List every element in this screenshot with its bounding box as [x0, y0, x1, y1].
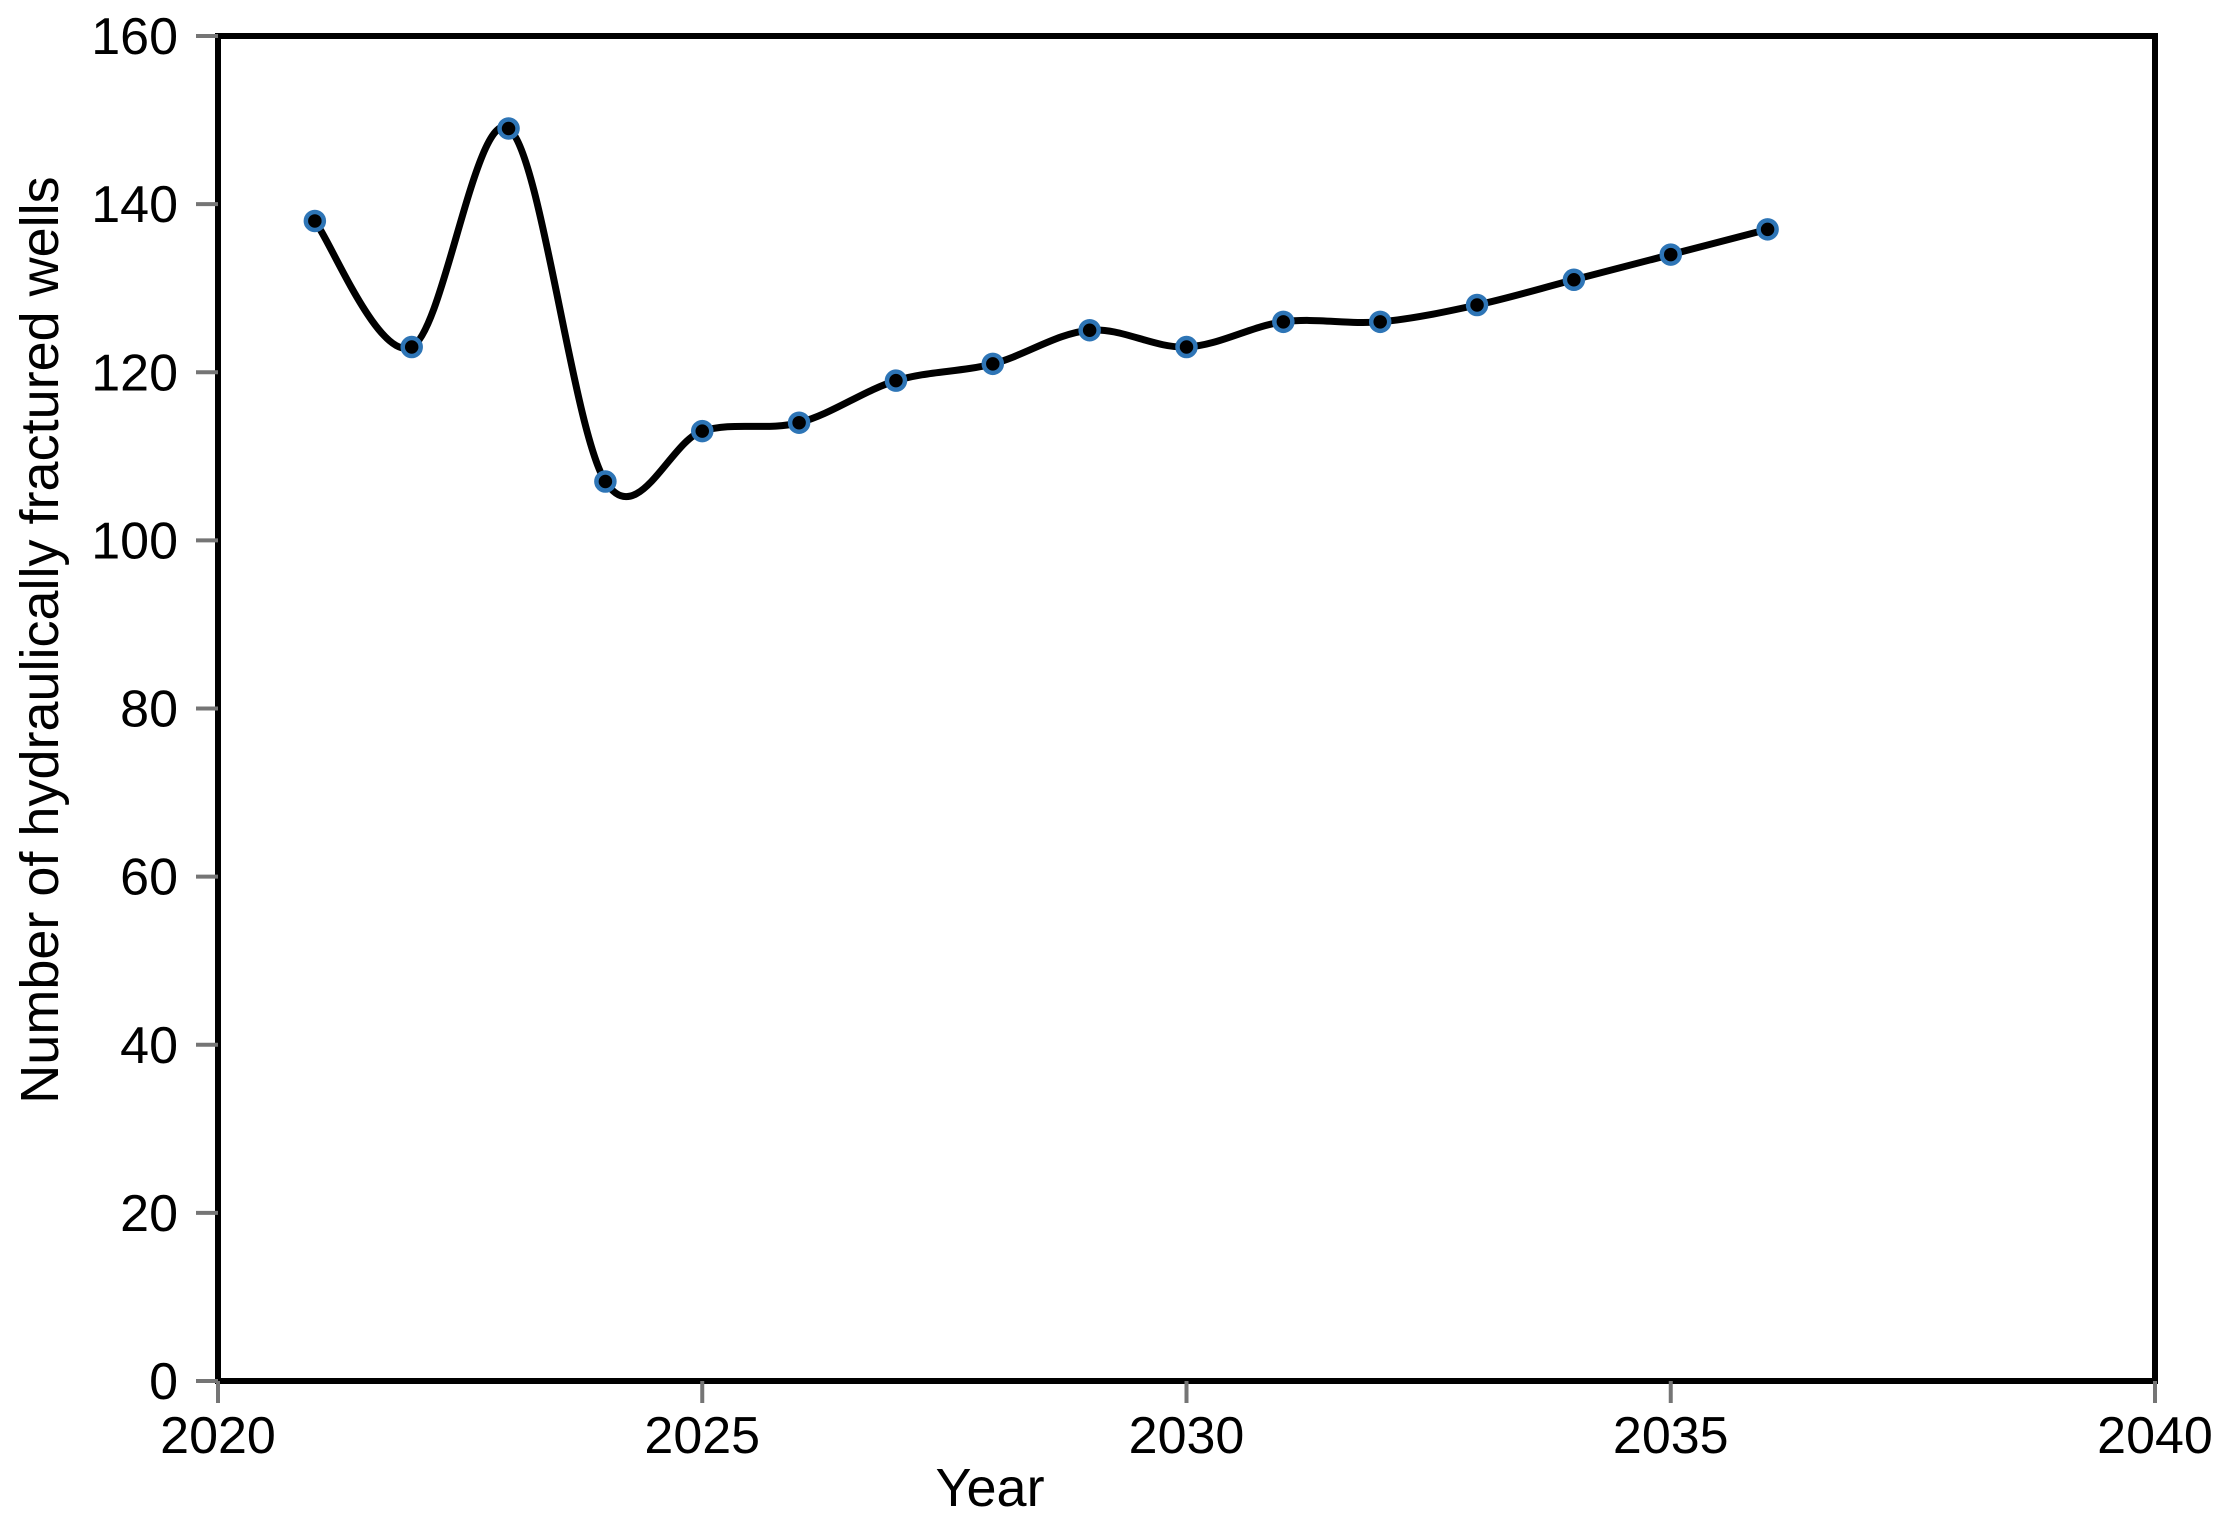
x-tick-label: 2030: [1129, 1407, 1245, 1465]
data-point-marker: [1272, 310, 1295, 334]
data-point-marker: [1175, 335, 1198, 359]
data-point-marker: [1368, 310, 1392, 334]
y-tick-label: 140: [91, 176, 178, 234]
x-tick-label: 2025: [644, 1407, 760, 1465]
y-tick-label: 0: [149, 1353, 178, 1411]
y-tick-label: 60: [120, 849, 178, 907]
x-tick-label: 2020: [160, 1407, 276, 1465]
y-tick-label: 80: [120, 681, 178, 739]
data-point-marker: [1562, 268, 1586, 292]
data-point-marker: [1078, 318, 1101, 342]
y-tick-label: 100: [91, 512, 178, 570]
data-point-marker: [400, 335, 423, 359]
data-point-marker: [787, 411, 811, 434]
plot-frame: [215, 33, 2158, 1384]
data-point-marker: [594, 470, 617, 493]
data-point-marker: [497, 117, 520, 140]
data-point-marker: [1756, 218, 1779, 241]
data-point-marker: [691, 419, 714, 443]
x-tick-label: 2035: [1613, 1407, 1729, 1465]
x-tick-label: 2040: [2097, 1407, 2213, 1465]
data-point-marker: [303, 209, 327, 233]
y-tick-label: 20: [120, 1185, 178, 1243]
x-axis-title: Year: [935, 1458, 1045, 1518]
y-tick-label: 120: [91, 344, 178, 402]
data-point-marker: [1659, 243, 1682, 266]
y-axis-title: Number of hydraulically fractured wells: [10, 176, 70, 1104]
y-tick-label: 40: [120, 1017, 178, 1075]
data-point-marker: [1465, 293, 1489, 317]
data-point-marker: [884, 369, 908, 392]
y-tick-label: 160: [91, 8, 178, 66]
data-point-marker: [981, 352, 1005, 376]
